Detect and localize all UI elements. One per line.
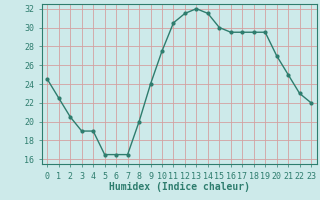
X-axis label: Humidex (Indice chaleur): Humidex (Indice chaleur) [109, 182, 250, 192]
